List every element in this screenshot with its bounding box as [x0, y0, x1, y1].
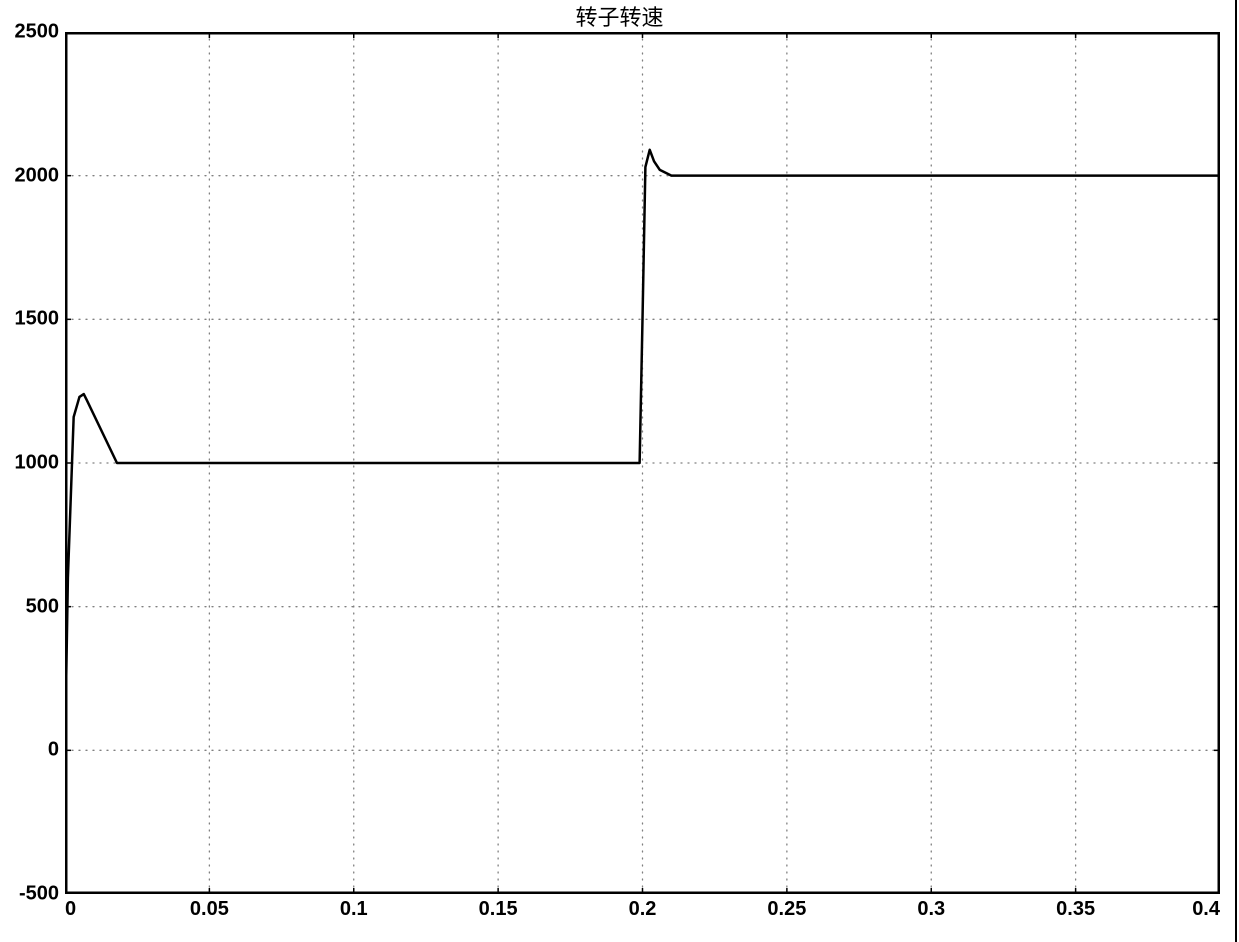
x-tick-label: 0.1	[340, 898, 368, 921]
x-tick-label: 0.2	[629, 898, 657, 921]
chart-title: 转子转速	[0, 0, 1239, 32]
x-tick-label: 0.3	[917, 898, 945, 921]
y-tick-label: 500	[26, 595, 59, 618]
y-tick-label: 2000	[15, 164, 60, 187]
y-tick-label: 1500	[15, 308, 60, 331]
x-tick-label: 0.15	[479, 898, 518, 921]
y-tick-label: -500	[19, 883, 59, 906]
y-tick-label: 0	[48, 739, 59, 762]
x-tick-label: 0.4	[1192, 898, 1220, 921]
right-frame-bar	[1235, 0, 1237, 942]
y-tick-label: 2500	[15, 21, 60, 44]
x-tick-label: 0.25	[767, 898, 806, 921]
y-tick-label: 1000	[15, 452, 60, 475]
x-tick-label: 0.05	[190, 898, 229, 921]
figure-root: 转子转速 0 0.05 0.1 0.15 0.2 0.25 0.3 0.35 0.4 -500 0 5…	[0, 0, 1239, 942]
x-tick-label: 0.35	[1056, 898, 1095, 921]
x-tick-label: 0	[65, 898, 76, 921]
plot-area	[65, 32, 1220, 894]
